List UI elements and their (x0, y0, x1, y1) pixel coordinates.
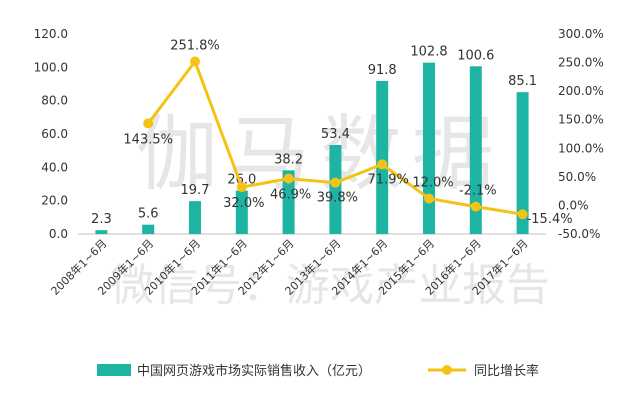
legend-swatch-bar (97, 364, 131, 376)
bar (329, 145, 342, 234)
growth-rate-data-label: 143.5% (123, 132, 173, 147)
growth-rate-point (143, 118, 154, 129)
growth-rate-data-label: -15.4% (527, 212, 573, 227)
y-left-tick-label: 40.0 (41, 160, 68, 174)
growth-rate-point (377, 159, 388, 170)
bar-data-label: 102.8 (410, 45, 447, 60)
legend-label-bar: 中国网页游戏市场实际销售收入（亿元） (137, 363, 371, 379)
growth-rate-data-label: -2.1% (459, 184, 497, 199)
growth-rate-point (424, 193, 434, 204)
bar-data-label: 85.1 (508, 74, 537, 89)
growth-rate-point (236, 182, 247, 193)
bar (235, 190, 248, 234)
bar-data-label: 38.2 (274, 152, 303, 167)
bar (282, 170, 295, 234)
growth-rate-point (190, 56, 200, 67)
y-right-tick-label: -50.0% (558, 227, 600, 241)
bar-data-label: 53.4 (321, 127, 350, 142)
bar-data-label: 91.8 (368, 63, 397, 78)
y-left-tick-label: 120.0 (34, 27, 68, 41)
legend: 中国网页游戏市场实际销售收入（亿元） 同比增长率 (97, 363, 539, 379)
watermark-line2: 微信号：游戏产业报告 (110, 260, 550, 311)
y-left-tick-label: 100.0 (34, 60, 68, 74)
y-right-tick-label: 0.0% (558, 198, 589, 212)
bar (469, 66, 482, 234)
bar-data-label: 100.6 (457, 48, 494, 63)
growth-rate-data-label: 39.8% (317, 191, 358, 206)
bar (95, 230, 108, 234)
y-left-tick-label: 0.0 (49, 227, 68, 241)
y-left-tick-label: 20.0 (41, 194, 68, 208)
growth-rate-point (330, 177, 341, 188)
bar (516, 92, 529, 235)
y-left-tick-label: 80.0 (41, 94, 68, 108)
y-right-tick-label: 250.0% (558, 56, 604, 70)
bar-data-label: 26.0 (227, 173, 256, 188)
bar (189, 201, 201, 234)
growth-rate-point (517, 209, 528, 220)
growth-rate-data-label: 251.8% (170, 39, 220, 54)
growth-rate-data-label: 46.9% (270, 188, 311, 203)
bar (376, 81, 389, 234)
growth-rate-data-label: 71.9% (368, 172, 409, 187)
bar-data-label: 2.3 (91, 212, 112, 227)
growth-rate-data-label: 32.0% (223, 196, 264, 211)
y-left-tick-label: 60.0 (41, 127, 68, 141)
growth-rate-point (283, 173, 294, 184)
bar (423, 62, 435, 234)
bar (142, 224, 155, 234)
growth-rate-point (470, 201, 481, 212)
growth-rate-data-label: 12.0% (412, 176, 453, 191)
legend-swatch-marker (442, 365, 452, 375)
y-right-tick-label: 200.0% (558, 84, 604, 98)
bar-data-label: 5.6 (138, 207, 159, 222)
y-right-tick-label: 100.0% (558, 141, 604, 155)
bar-data-label: 19.7 (181, 183, 210, 198)
legend-label-line: 同比增长率 (474, 363, 539, 379)
y-right-tick-label: 300.0% (558, 27, 604, 41)
y-right-tick-label: 50.0% (558, 170, 596, 184)
y-right-tick-label: 150.0% (558, 113, 604, 127)
